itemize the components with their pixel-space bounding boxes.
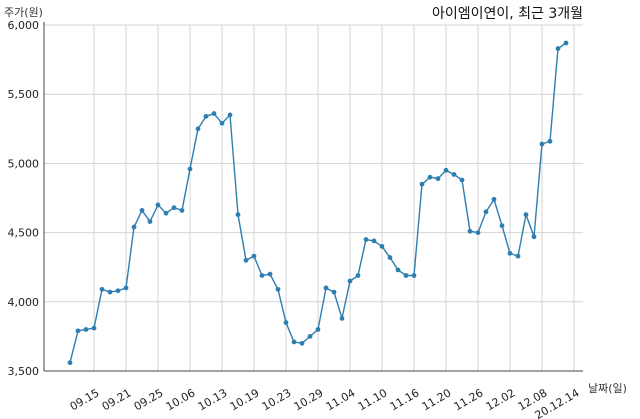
data-point — [451, 172, 457, 177]
x-ticks: 09.1509.2109.2510.0610.1310.1910.2310.29… — [68, 386, 582, 419]
points — [67, 40, 569, 366]
axes — [43, 22, 583, 372]
data-point — [243, 257, 249, 263]
y-tick-label: 5,000 — [8, 157, 40, 170]
data-point — [547, 138, 553, 144]
data-point — [267, 271, 273, 277]
data-point — [131, 224, 137, 230]
x-tick-label: 10.13 — [196, 386, 230, 413]
x-tick-label: 10.29 — [292, 386, 326, 413]
x-tick-label: 09.25 — [132, 386, 166, 413]
data-point — [483, 209, 489, 215]
data-point — [315, 327, 321, 332]
data-point — [363, 237, 369, 242]
data-point — [371, 238, 377, 244]
x-tick-label: 11.10 — [356, 386, 390, 413]
y-ticks: 3,500 4,000 4,500 5,000 5,500 6,000 — [8, 19, 40, 378]
data-point — [403, 273, 409, 278]
data-point — [555, 46, 561, 51]
data-point — [251, 253, 257, 259]
data-point — [211, 111, 217, 116]
data-point — [283, 320, 289, 325]
data-point — [227, 112, 233, 118]
grid — [44, 24, 583, 372]
data-point — [523, 212, 529, 218]
data-point — [331, 289, 337, 295]
data-point — [531, 234, 537, 240]
data-point — [99, 286, 105, 292]
data-point — [411, 273, 417, 278]
y-tick-label: 4,500 — [8, 227, 40, 240]
data-point — [355, 273, 361, 278]
data-point — [339, 316, 345, 321]
data-point — [115, 288, 121, 294]
data-point — [419, 181, 425, 187]
data-point — [507, 250, 513, 256]
data-point — [107, 289, 113, 295]
data-point — [291, 339, 297, 345]
data-point — [67, 360, 73, 366]
x-tick-label: 09.15 — [68, 386, 102, 413]
data-point — [491, 196, 497, 202]
data-point — [187, 166, 193, 172]
data-point — [435, 176, 441, 182]
data-point — [123, 285, 129, 291]
y-tick-label: 4,000 — [8, 296, 40, 309]
data-point — [155, 202, 161, 208]
data-point — [539, 141, 545, 147]
data-point — [307, 334, 313, 339]
data-point — [163, 210, 169, 216]
data-point — [427, 174, 433, 180]
data-point — [179, 208, 185, 213]
x-tick-label: 10.19 — [228, 386, 262, 413]
chart-title: 아이엠이연이, 최근 3개월 — [432, 6, 583, 22]
x-tick-label: 10.23 — [260, 386, 294, 413]
x-tick-label: 11.16 — [388, 386, 422, 413]
data-point — [379, 244, 385, 249]
data-point — [147, 219, 153, 224]
data-point — [83, 327, 89, 332]
data-point — [275, 286, 281, 292]
data-point — [139, 208, 145, 213]
data-point — [91, 325, 97, 331]
x-axis-title: 날짜(일) — [588, 381, 627, 395]
x-tick-label: 11.04 — [324, 386, 358, 413]
data-point — [203, 113, 209, 119]
data-point — [443, 167, 449, 173]
data-point — [475, 230, 481, 236]
data-point — [563, 40, 569, 46]
data-point — [395, 267, 401, 273]
x-tick-label: 09.21 — [100, 386, 134, 413]
data-point — [171, 205, 177, 211]
data-point — [515, 253, 521, 259]
data-point — [459, 177, 465, 183]
data-point — [387, 255, 393, 260]
y-tick-label: 3,500 — [8, 365, 40, 378]
data-point — [259, 273, 265, 278]
data-point — [299, 340, 305, 346]
x-tick-label: 11.20 — [420, 386, 454, 413]
data-point — [75, 328, 81, 334]
y-tick-label: 6,000 — [8, 19, 40, 32]
data-point — [323, 285, 329, 291]
x-tick-label: 11.26 — [452, 386, 486, 413]
data-point — [347, 278, 353, 284]
x-tick-label: 10.06 — [164, 386, 198, 413]
data-point — [195, 126, 201, 132]
y-tick-label: 5,500 — [8, 88, 40, 101]
data-point — [219, 120, 225, 126]
data-point — [499, 223, 505, 229]
y-axis-title: 주가(원) — [4, 6, 43, 19]
data-point — [467, 228, 473, 234]
x-tick-label: 12.02 — [484, 386, 518, 413]
data-point — [235, 212, 241, 218]
